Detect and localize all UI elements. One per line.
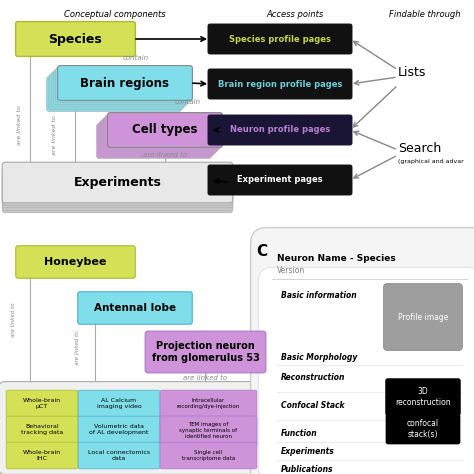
FancyBboxPatch shape <box>2 172 233 213</box>
Text: are linked to: are linked to <box>11 303 17 337</box>
FancyBboxPatch shape <box>51 72 186 107</box>
Text: Neuron Name - Species: Neuron Name - Species <box>277 254 396 263</box>
Text: are linked to: are linked to <box>18 105 22 145</box>
FancyBboxPatch shape <box>97 124 211 158</box>
FancyBboxPatch shape <box>58 65 192 100</box>
Text: Search: Search <box>398 142 441 155</box>
Text: (graphical and advar: (graphical and advar <box>398 159 464 164</box>
Text: Intracellular
recording/dye-injection: Intracellular recording/dye-injection <box>177 398 240 409</box>
FancyBboxPatch shape <box>101 119 216 154</box>
Text: Local connectomics
data: Local connectomics data <box>88 450 150 461</box>
Text: Reconstruction: Reconstruction <box>281 374 346 383</box>
Text: Projection neuron
from glomerulus 53: Projection neuron from glomerulus 53 <box>152 341 259 363</box>
FancyBboxPatch shape <box>49 74 183 109</box>
Text: AL Calcium
imaging video: AL Calcium imaging video <box>97 398 141 409</box>
Text: Brain regions: Brain regions <box>81 76 170 90</box>
Text: 3D
reconstruction: 3D reconstruction <box>395 387 451 407</box>
Text: Profile image: Profile image <box>398 312 448 321</box>
Text: TEM images of
synaptic terminals of
identified neuron: TEM images of synaptic terminals of iden… <box>180 422 237 439</box>
FancyBboxPatch shape <box>2 170 233 210</box>
Text: Experiment pages: Experiment pages <box>237 175 323 184</box>
FancyBboxPatch shape <box>160 390 257 417</box>
Text: Honeybee: Honeybee <box>44 257 107 267</box>
Text: Neuron profile pages: Neuron profile pages <box>230 126 330 135</box>
Text: Species: Species <box>49 33 102 46</box>
FancyBboxPatch shape <box>208 24 352 54</box>
FancyBboxPatch shape <box>2 167 233 208</box>
FancyBboxPatch shape <box>16 246 135 278</box>
Text: Species profile pages: Species profile pages <box>229 35 331 44</box>
Text: Basic information: Basic information <box>281 292 356 301</box>
FancyBboxPatch shape <box>16 22 136 56</box>
FancyBboxPatch shape <box>251 228 474 474</box>
FancyBboxPatch shape <box>78 292 192 324</box>
Text: Experiments: Experiments <box>73 176 162 189</box>
Text: Cell types: Cell types <box>132 124 198 137</box>
FancyBboxPatch shape <box>99 121 214 156</box>
FancyBboxPatch shape <box>2 162 233 203</box>
FancyBboxPatch shape <box>145 331 266 373</box>
FancyBboxPatch shape <box>6 416 78 443</box>
Text: Conceptual components: Conceptual components <box>64 9 166 18</box>
FancyBboxPatch shape <box>385 378 461 416</box>
Text: Confocal Stack: Confocal Stack <box>281 401 345 410</box>
FancyBboxPatch shape <box>208 115 352 145</box>
Text: confocal
stack(s): confocal stack(s) <box>407 419 439 439</box>
Text: Function: Function <box>281 429 318 438</box>
FancyBboxPatch shape <box>78 442 160 469</box>
Text: Access points: Access points <box>266 9 324 18</box>
Text: Behavioral
tracking data: Behavioral tracking data <box>21 424 63 435</box>
FancyBboxPatch shape <box>0 382 266 474</box>
Text: Findable through: Findable through <box>389 9 461 18</box>
FancyBboxPatch shape <box>78 416 160 443</box>
FancyBboxPatch shape <box>383 283 463 351</box>
Text: Basic Morphology: Basic Morphology <box>281 354 357 363</box>
FancyBboxPatch shape <box>208 165 352 195</box>
Text: are linked to: are linked to <box>75 331 81 365</box>
Text: Lists: Lists <box>398 65 427 79</box>
FancyBboxPatch shape <box>108 113 222 147</box>
FancyBboxPatch shape <box>78 390 160 417</box>
Text: are linked to: are linked to <box>143 152 187 158</box>
FancyBboxPatch shape <box>46 77 182 111</box>
FancyBboxPatch shape <box>160 442 257 469</box>
FancyBboxPatch shape <box>160 416 257 445</box>
FancyBboxPatch shape <box>53 70 188 105</box>
Text: C: C <box>256 244 267 259</box>
Text: contain: contain <box>123 55 149 61</box>
FancyBboxPatch shape <box>386 414 460 444</box>
Text: Experiments: Experiments <box>281 447 335 456</box>
Text: Volumetric data
of AL development: Volumetric data of AL development <box>89 424 149 435</box>
Text: are linked to: are linked to <box>183 375 228 381</box>
Text: Whole-brain
μCT: Whole-brain μCT <box>23 398 61 409</box>
Text: contain: contain <box>175 99 201 105</box>
FancyBboxPatch shape <box>105 115 220 150</box>
Text: Antennal lobe: Antennal lobe <box>94 303 176 313</box>
Text: Brain region profile pages: Brain region profile pages <box>218 80 342 89</box>
Text: Version: Version <box>277 266 305 275</box>
Text: Single cell
transcriptome data: Single cell transcriptome data <box>182 450 235 461</box>
Text: Whole-brain
IHC: Whole-brain IHC <box>23 450 61 461</box>
Text: are linked to: are linked to <box>53 115 57 155</box>
FancyBboxPatch shape <box>6 442 78 469</box>
FancyBboxPatch shape <box>55 68 190 102</box>
FancyBboxPatch shape <box>258 267 474 474</box>
FancyBboxPatch shape <box>208 69 352 99</box>
FancyBboxPatch shape <box>103 117 218 152</box>
FancyBboxPatch shape <box>2 164 233 205</box>
FancyBboxPatch shape <box>6 390 78 417</box>
Text: Publications: Publications <box>281 465 334 474</box>
